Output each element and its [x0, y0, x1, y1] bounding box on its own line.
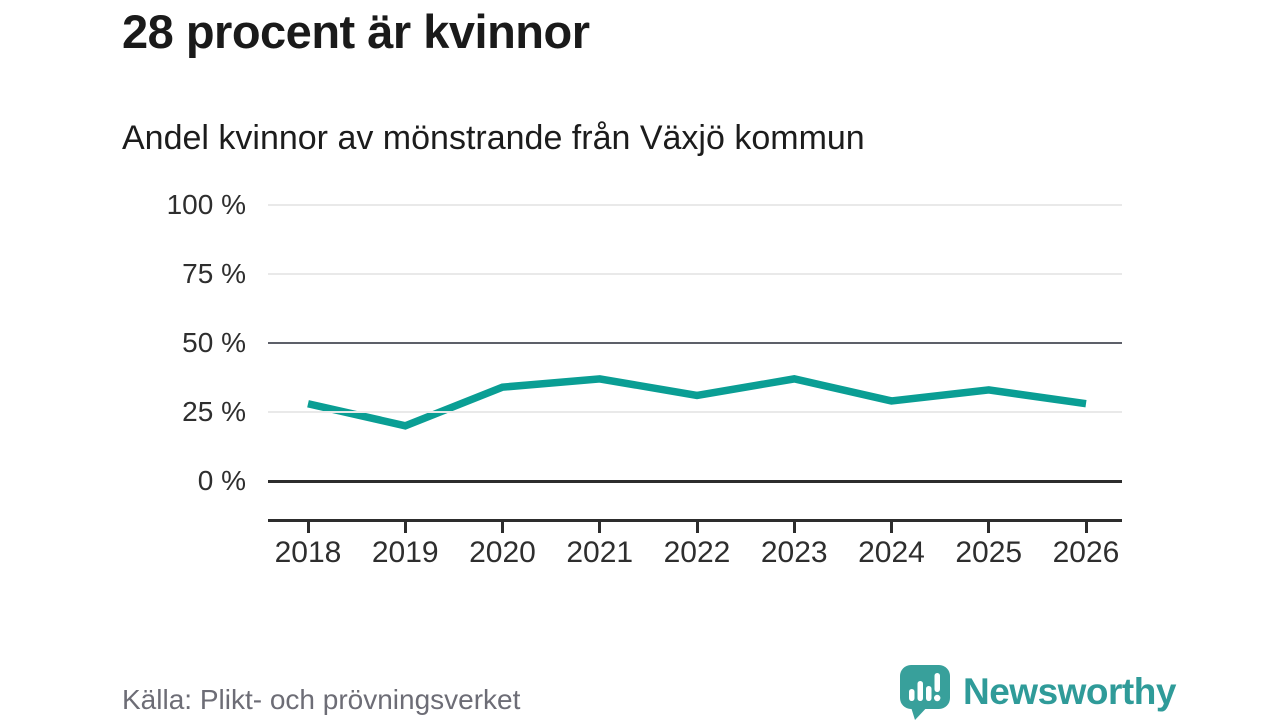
x-tick	[403, 522, 407, 533]
source-note: Källa: Plikt- och prövningsverket	[122, 684, 521, 715]
y-tick-label: 25 %	[182, 396, 246, 427]
x-tick	[890, 522, 893, 533]
x-tick-label: 2018	[274, 536, 342, 569]
x-axis-line	[268, 519, 1122, 522]
x-tick	[306, 522, 310, 533]
gridline	[268, 342, 1122, 344]
chart-title: 28 procent är kvinnor	[122, 5, 590, 58]
x-tick-label: 2024	[858, 536, 925, 569]
newsworthy-logo-icon	[900, 665, 950, 720]
x-tick	[987, 522, 991, 533]
x-tick	[1084, 522, 1088, 533]
x-tick	[792, 522, 796, 533]
y-axis-labels: 100 % 75 % 50 % 25 % 0 %	[120, 189, 246, 496]
newsworthy-logo: Newsworthy	[898, 664, 1176, 720]
gridline	[268, 204, 1122, 206]
data-line	[307, 375, 1087, 430]
gridline	[268, 480, 1122, 483]
x-tick-label: 2026	[1052, 536, 1120, 569]
y-tick-label: 100 %	[166, 189, 246, 220]
x-tick-label: 2023	[760, 536, 828, 569]
x-tick	[695, 522, 699, 533]
x-tick-label: 2020	[469, 536, 536, 569]
y-tick-label: 75 %	[182, 258, 246, 289]
y-tick-label: 50 %	[182, 327, 246, 358]
chart-subtitle: Andel kvinnor av mönstrande från Växjö k…	[122, 119, 865, 157]
x-tick	[501, 522, 504, 533]
y-tick-label: 0 %	[197, 465, 246, 496]
x-tick-label: 2022	[663, 536, 731, 569]
gridline	[268, 273, 1122, 275]
newsworthy-wordmark: Newsworthy	[963, 671, 1176, 712]
gridline	[268, 411, 1122, 413]
x-tick-label: 2025	[955, 536, 1023, 569]
x-tick-label: 2021	[566, 536, 634, 569]
x-tick-label: 2019	[371, 536, 439, 569]
chart-plot-area	[268, 204, 1122, 483]
x-tick	[598, 522, 602, 533]
